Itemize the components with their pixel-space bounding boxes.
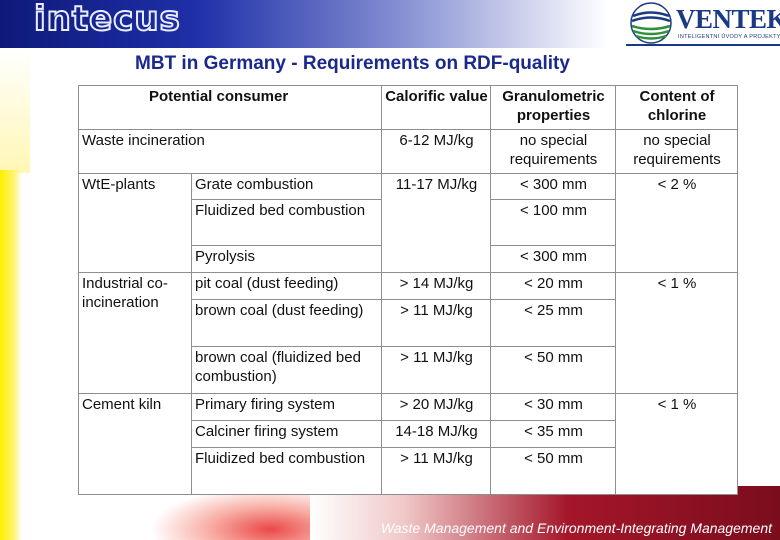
granulometric-cell: < 300 mm — [490, 245, 616, 273]
footer-caption: Waste Management and Environment-Integra… — [380, 520, 772, 536]
type-cell: Calciner firing system — [191, 420, 382, 448]
calorific-cell: > 11 MJ/kg — [381, 346, 491, 394]
intecus-logo: intecus — [33, 0, 181, 39]
header-potential-consumer: Potential consumer — [78, 85, 382, 130]
chlorine-cell: no special requirements — [615, 129, 738, 174]
left-accent-stripe — [0, 170, 22, 540]
granulometric-cell: < 20 mm — [490, 272, 616, 300]
table-row: Fluidized bed combustion < 100 mm — [79, 199, 738, 246]
table-row: Cement kiln Primary firing system > 20 M… — [78, 393, 738, 495]
group-cell: Industrial co-incineration — [78, 272, 192, 394]
table-row: brown coal (dust feeding) > 11 MJ/kg < 2… — [79, 299, 738, 347]
granulometric-cell: < 25 mm — [490, 299, 616, 347]
calorific-cell: > 20 MJ/kg — [381, 393, 491, 421]
calorific-cell: > 11 MJ/kg — [381, 447, 491, 495]
type-cell: Fluidized bed combustion — [191, 447, 382, 495]
table-row: Pyrolysis < 300 mm — [79, 245, 738, 273]
type-cell: Fluidized bed combustion — [191, 199, 382, 246]
granulometric-cell: < 30 mm — [490, 393, 616, 421]
table-row: brown coal (fluidized bed combustion) > … — [79, 346, 738, 394]
type-cell: Pyrolysis — [191, 245, 382, 273]
granulometric-cell: < 50 mm — [490, 447, 616, 495]
calorific-cell: > 14 MJ/kg — [381, 272, 491, 300]
venteko-underline — [626, 44, 780, 46]
type-cell: Grate combustion — [191, 173, 382, 200]
rdf-requirements-table: Potential consumer Calorific value Granu… — [78, 85, 738, 495]
venteko-logo: VENTEKO INTELIGENTNI ÚVODY A PROJEKTY — [626, 0, 780, 46]
venteko-emblem-icon — [630, 2, 672, 44]
type-cell: brown coal (fluidized bed combustion) — [191, 346, 382, 394]
group-cell: WtE-plants — [78, 173, 192, 273]
type-cell: pit coal (dust feeding) — [191, 272, 382, 300]
calorific-cell: 6-12 MJ/kg — [381, 129, 491, 174]
header-granulometric-properties: Granulometric properties — [490, 85, 616, 130]
calorific-cell: 14-18 MJ/kg — [381, 420, 491, 448]
venteko-wordmark: VENTEKO — [676, 4, 780, 34]
consumer-cell: Waste incineration — [78, 129, 382, 174]
granulometric-cell: no special requirements — [490, 129, 616, 174]
calorific-cell: > 11 MJ/kg — [381, 299, 491, 347]
table-row: Waste incineration 6-12 MJ/kg no special… — [78, 129, 738, 174]
group-cell: Cement kiln — [78, 393, 192, 495]
left-accent-fade — [0, 48, 30, 173]
chlorine-cell: < 1 % — [615, 272, 738, 394]
calorific-cell: 11-17 MJ/kg — [381, 173, 491, 273]
chlorine-cell: < 1 % — [615, 393, 738, 495]
header-content-of-chlorine: Content of chlorine — [615, 85, 738, 130]
chlorine-cell: < 2 % — [615, 173, 738, 273]
slide-title: MBT in Germany - Requirements on RDF-qua… — [135, 53, 570, 74]
venteko-tagline: INTELIGENTNI ÚVODY A PROJEKTY — [678, 34, 780, 40]
footer-band — [310, 486, 780, 540]
granulometric-cell: < 100 mm — [490, 199, 616, 246]
type-cell: Primary firing system — [191, 393, 382, 421]
granulometric-cell: < 300 mm — [490, 173, 616, 200]
table-header-row: Potential consumer Calorific value Granu… — [78, 85, 738, 130]
granulometric-cell: < 35 mm — [490, 420, 616, 448]
type-cell: brown coal (dust feeding) — [191, 299, 382, 347]
table-row: WtE-plants Grate combustion 11-17 MJ/kg … — [78, 173, 738, 273]
header-calorific-value: Calorific value — [381, 85, 491, 130]
granulometric-cell: < 50 mm — [490, 346, 616, 394]
table-row: Fluidized bed combustion > 11 MJ/kg < 50… — [79, 447, 738, 495]
table-row: Industrial co-incineration pit coal (dus… — [78, 272, 738, 394]
